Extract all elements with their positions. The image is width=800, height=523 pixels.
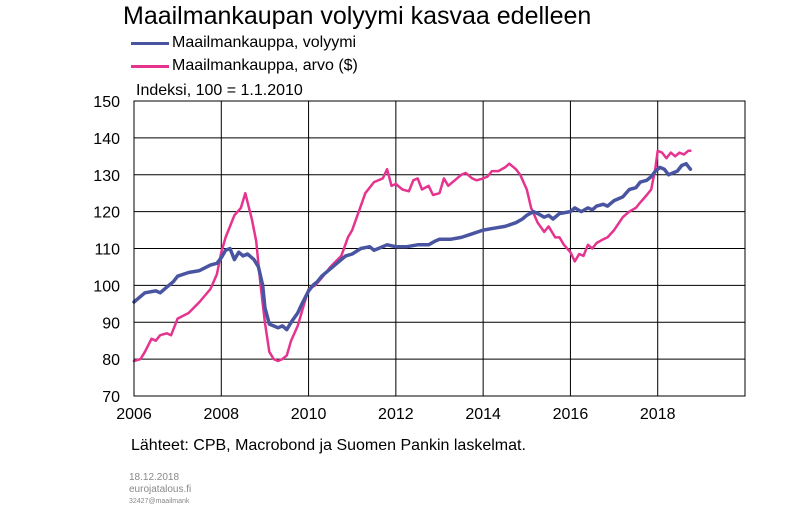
legend-item-value: Maailmankauppa, arvo ($) — [131, 57, 358, 75]
x-tick-label: 2016 — [553, 406, 589, 423]
publish-date: 18.12.2018 — [129, 472, 180, 483]
y-tick-label: 70 — [102, 389, 120, 406]
tick-labels: 70 80 90 100 110 120 130 140 150 2006 2008 2010 2012… — [93, 94, 675, 423]
series-line-volume — [132, 161, 693, 332]
y-tick-label: 120 — [93, 205, 120, 222]
y-tick-label: 140 — [93, 131, 120, 148]
series-layer — [132, 149, 693, 363]
x-tick-label: 2018 — [640, 406, 676, 423]
grid — [134, 101, 745, 396]
legend-item-volume: Maailmankauppa, volyymi — [131, 34, 356, 52]
series-line-value — [132, 149, 692, 363]
y-tick-label: 130 — [93, 168, 120, 185]
site-name: eurojatalous.fi — [129, 484, 192, 495]
source-note: Lähteet: CPB, Macrobond ja Suomen Pankin… — [131, 437, 526, 454]
x-tick-label: 2014 — [465, 406, 501, 423]
x-tick-label: 2012 — [378, 406, 414, 423]
x-tick-label: 2010 — [291, 406, 327, 423]
legend-swatch-volume — [131, 41, 169, 45]
y-tick-label: 150 — [93, 94, 120, 111]
legend-swatch-value — [131, 64, 169, 68]
y-tick-label: 90 — [102, 315, 120, 332]
y-axis-label: Indeksi, 100 = 1.1.2010 — [136, 82, 303, 99]
y-tick-label: 80 — [102, 352, 120, 369]
y-tick-label: 100 — [93, 278, 120, 295]
legend-label-value: Maailmankauppa, arvo ($) — [172, 57, 358, 74]
legend-label-volume: Maailmankauppa, volyymi — [172, 34, 357, 51]
x-tick-label: 2008 — [203, 406, 239, 423]
y-tick-label: 110 — [94, 242, 120, 259]
chart-title: Maailmankaupan volyymi kasvaa edelleen — [123, 2, 592, 30]
x-tick-label: 2006 — [116, 406, 152, 423]
chart-code: 32427@maailmank — [129, 498, 190, 505]
plot-frame — [133, 100, 746, 397]
